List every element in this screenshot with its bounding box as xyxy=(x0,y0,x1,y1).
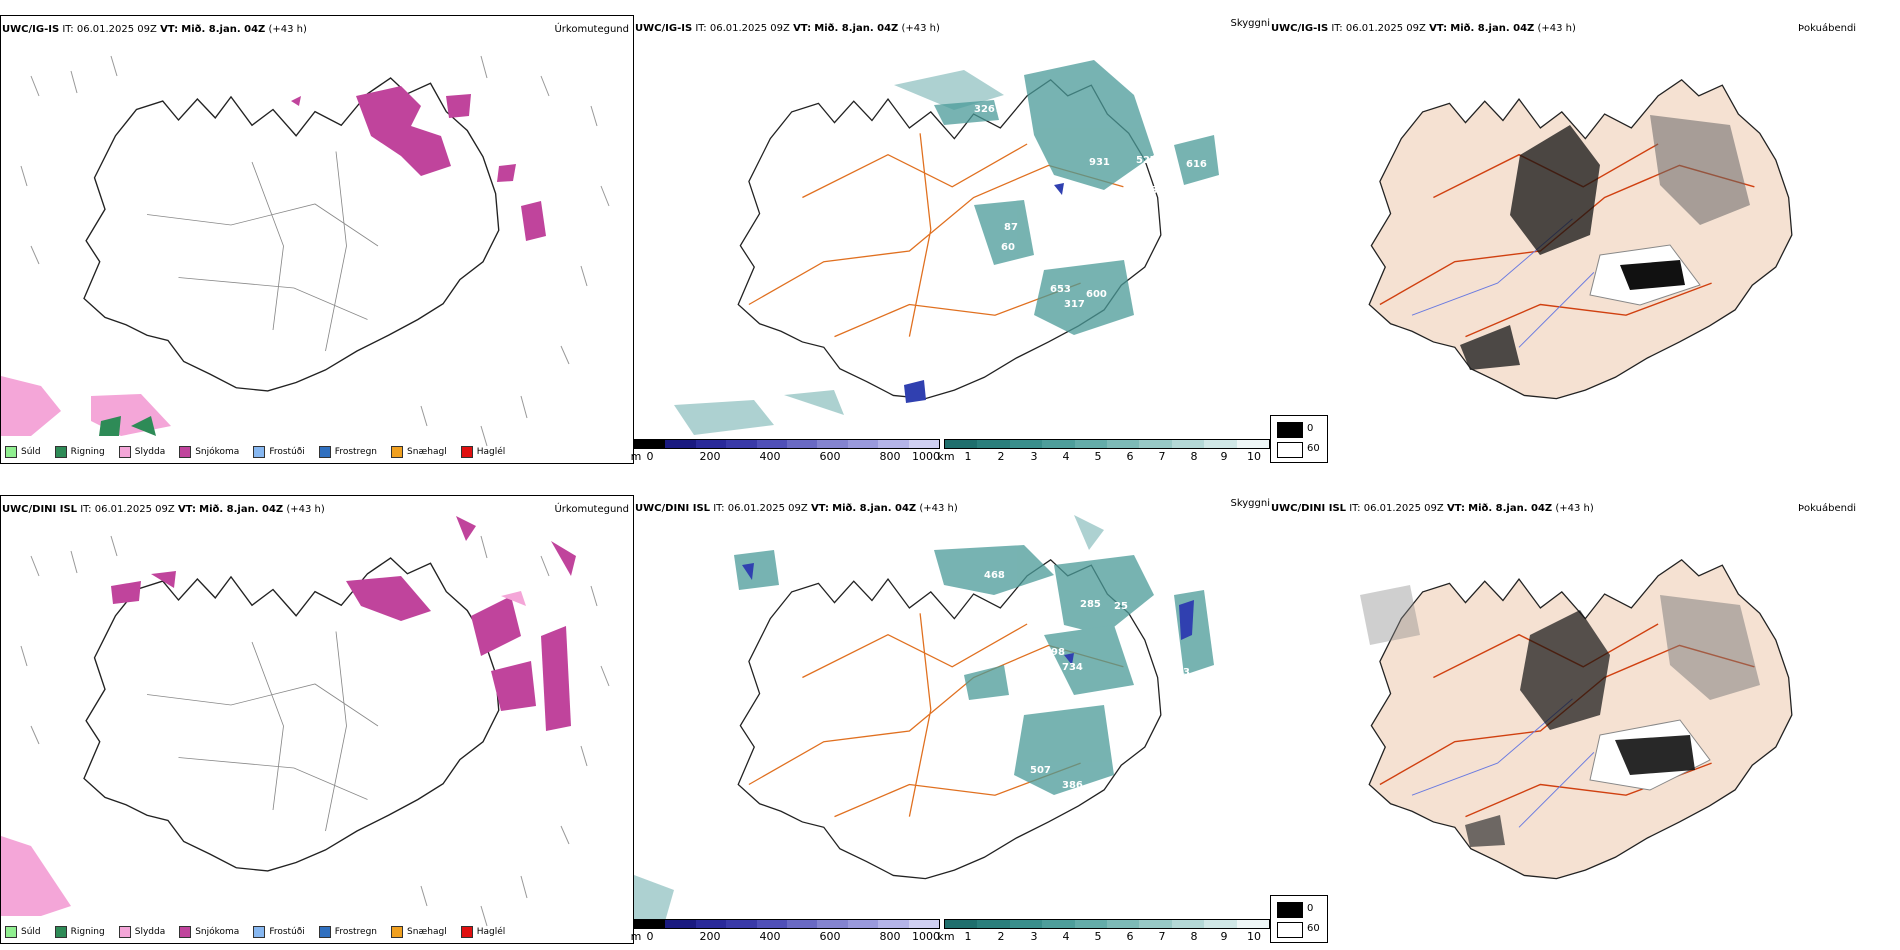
legend-swatch-sleet xyxy=(118,926,131,938)
precip-map xyxy=(1,516,610,927)
legend-swatch-rain xyxy=(54,926,67,938)
svg-text:23: 23 xyxy=(1176,667,1190,678)
panel-header: UWC/DINI ISL IT: 06.01.2025 09Z VT: Mið.… xyxy=(2,504,325,515)
svg-text:27: 27 xyxy=(996,104,1010,115)
svg-text:600: 600 xyxy=(1086,289,1107,300)
visibility-colorbar: km 1 2 3 4 5 6 7 8 9 10 xyxy=(937,919,1270,943)
legend-swatch-freezing-drizzle xyxy=(253,446,266,458)
fog-title: Þokuábendi xyxy=(1798,503,1857,514)
fog-areas xyxy=(1460,115,1750,370)
panel-header: UWC/IG-IS IT: 06.01.2025 09Z VT: Mið. 8.… xyxy=(635,23,940,34)
panel-header: UWC/DINI ISL IT: 06.01.2025 09Z VT: Mið.… xyxy=(635,503,958,514)
cloud-base-labels: 468 285 25 69 98 734 507 386 275 23 xyxy=(984,570,1190,791)
legend-swatch-snow-pellets xyxy=(391,446,404,458)
cloud-areas xyxy=(934,60,1219,335)
cloud-title: Skyggni xyxy=(1230,498,1270,509)
legend-swatch-freezing-drizzle xyxy=(253,926,266,938)
svg-text:326: 326 xyxy=(974,104,995,115)
ceiling-unit: m xyxy=(630,450,642,463)
svg-text:931: 931 xyxy=(1089,157,1110,168)
legend-swatch-snow xyxy=(179,446,192,458)
svg-text:23: 23 xyxy=(1144,185,1158,196)
svg-text:285: 285 xyxy=(1080,599,1101,610)
precip-legend: Súld Rigning Slydda Snjókoma Frostúði Fr… xyxy=(5,446,505,458)
precip-type-panel-row2: UWC/DINI ISL IT: 06.01.2025 09Z VT: Mið.… xyxy=(0,495,634,944)
legend-swatch-hail xyxy=(460,926,473,938)
svg-text:734: 734 xyxy=(1062,662,1083,673)
cloud-map: 326 27 931 527 616 23 87 60 653 317 600 xyxy=(674,60,1219,435)
legend-swatch-freezing-rain xyxy=(318,446,331,458)
precip-map xyxy=(1,55,610,447)
legend-swatch-sleet xyxy=(118,446,131,458)
snow-areas xyxy=(111,516,576,731)
ceiling-unit: m xyxy=(630,930,642,943)
svg-text:87: 87 xyxy=(1004,222,1018,233)
visibility-unit: km xyxy=(937,450,955,463)
visibility-unit: km xyxy=(937,930,955,943)
cloud-base-labels: 326 27 931 527 616 23 87 60 653 317 600 xyxy=(974,104,1207,310)
fog-title: Þokuábendi xyxy=(1798,23,1857,34)
svg-text:25: 25 xyxy=(1114,601,1128,612)
legend-swatch-drizzle xyxy=(5,446,17,458)
legend-swatch-rain xyxy=(54,446,67,458)
svg-text:317: 317 xyxy=(1064,299,1085,310)
svg-text:60: 60 xyxy=(1001,242,1015,253)
svg-text:275: 275 xyxy=(1117,742,1138,753)
legend-swatch-snow-pellets xyxy=(391,926,404,938)
svg-text:468: 468 xyxy=(984,570,1005,581)
precip-title: Úrkomutegund xyxy=(554,504,629,515)
cloud-visibility-panel-row1: UWC/IG-IS IT: 06.01.2025 09Z VT: Mið. 8.… xyxy=(630,15,1270,464)
fog-map xyxy=(1368,79,1793,400)
svg-text:653: 653 xyxy=(1050,284,1071,295)
panel-header: UWC/IG-IS IT: 06.01.2025 09Z VT: Mið. 8.… xyxy=(1271,23,1576,34)
svg-text:386: 386 xyxy=(1062,780,1083,791)
svg-text:69: 69 xyxy=(1142,621,1156,632)
fog-panel-row2: UWC/DINI ISL IT: 06.01.2025 09Z VT: Mið.… xyxy=(1270,495,1900,944)
panel-header: UWC/IG-IS IT: 06.01.2025 09Z VT: Mið. 8.… xyxy=(2,24,307,35)
visibility-colorbar: km 1 2 3 4 5 6 7 8 9 10 xyxy=(937,439,1270,463)
legend-swatch-drizzle xyxy=(5,926,17,938)
cloud-title: Skyggni xyxy=(1230,18,1270,29)
fog-map xyxy=(1360,559,1793,880)
fog-legend: 0 60 xyxy=(1270,415,1328,463)
cloud-map: 468 285 25 69 98 734 507 386 275 23 xyxy=(634,515,1214,925)
fog-areas xyxy=(1360,585,1760,847)
legend-swatch-freezing-rain xyxy=(318,926,331,938)
svg-text:507: 507 xyxy=(1030,765,1051,776)
cloud-areas xyxy=(734,545,1214,795)
svg-text:527: 527 xyxy=(1136,155,1157,166)
legend-swatch-snow xyxy=(179,926,192,938)
ceiling-colorbar: m 0 200 400 600 800 1000 xyxy=(630,919,940,943)
svg-text:616: 616 xyxy=(1186,159,1207,170)
legend-swatch-hail xyxy=(460,446,473,458)
panel-header: UWC/DINI ISL IT: 06.01.2025 09Z VT: Mið.… xyxy=(1271,503,1594,514)
precip-type-panel-row1: UWC/IG-IS IT: 06.01.2025 09Z VT: Mið. 8.… xyxy=(0,15,634,464)
cloud-visibility-panel-row2: UWC/DINI ISL IT: 06.01.2025 09Z VT: Mið.… xyxy=(630,495,1270,944)
precip-legend: Súld Rigning Slydda Snjókoma Frostúði Fr… xyxy=(5,926,505,938)
snow-areas xyxy=(291,86,546,241)
precip-title: Úrkomutegund xyxy=(554,24,629,35)
sleet-corner xyxy=(1,591,526,916)
ceiling-colorbar: m 0 200 400 600 800 1000 xyxy=(630,439,940,463)
fog-legend: 0 60 xyxy=(1270,895,1328,943)
svg-text:98: 98 xyxy=(1051,647,1065,658)
fog-panel-row1: UWC/IG-IS IT: 06.01.2025 09Z VT: Mið. 8.… xyxy=(1270,15,1900,464)
